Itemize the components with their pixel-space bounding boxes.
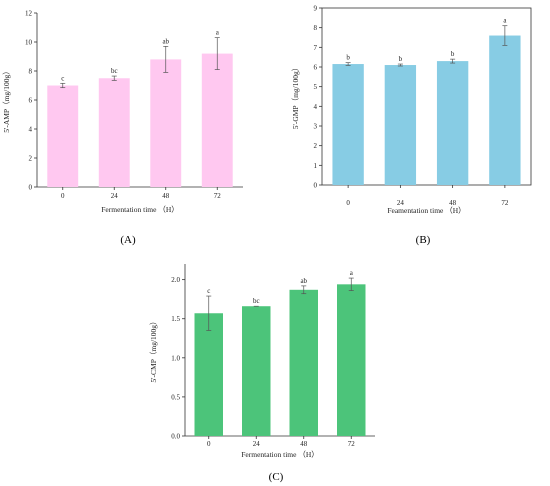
- x-axis-label: Fermentation time （H）: [241, 450, 319, 459]
- y-tick-label: 0: [314, 182, 318, 190]
- x-axis-label: Feamentation time （H）: [387, 206, 465, 215]
- bar: [47, 85, 79, 187]
- y-tick-label: 2.0: [171, 276, 180, 284]
- y-tick-label: 10: [25, 39, 33, 47]
- bar: [384, 65, 417, 185]
- x-tick-label: 48: [300, 440, 308, 448]
- y-tick-label: 1.0: [171, 354, 180, 362]
- significance-letter: b: [399, 55, 403, 63]
- x-tick-label: 0: [346, 199, 350, 207]
- y-axis-label: 5'-GMP（mg/100g）: [291, 64, 300, 130]
- y-tick-label: 1: [314, 162, 318, 170]
- bar: [242, 306, 271, 436]
- x-axis-label: Fermentation time （H）: [101, 205, 179, 214]
- y-tick-label: 4: [314, 103, 318, 111]
- y-tick-label: 7: [314, 44, 318, 52]
- bar: [436, 61, 469, 185]
- significance-letter: bc: [253, 297, 260, 305]
- y-tick-label: 6: [314, 64, 318, 72]
- y-axis-label: 5'-CMP（mg/100g）: [149, 317, 158, 382]
- y-tick-label: 8: [314, 24, 318, 32]
- panel-c-label: (C): [269, 471, 284, 483]
- bar: [289, 289, 318, 436]
- significance-letter: ab: [162, 37, 169, 45]
- panel-b-chart: 0 1 2 3 4 5 6 7 8 9 b 0 b 24 b 48 a 72 Feamentation time （…: [291, 5, 532, 215]
- panel-b-label: (B): [416, 234, 431, 246]
- y-tick-label: 1.5: [171, 315, 180, 323]
- panel-c-chart: 0.0 0.5 1.0 1.5 2.0 c 0 bc 24 ab 48 a 72 Fermentation…: [149, 264, 375, 459]
- bar: [332, 64, 364, 185]
- y-tick-label: 0.5: [171, 393, 180, 401]
- y-tick-label: 9: [314, 5, 318, 13]
- plot-frame: [321, 7, 532, 186]
- significance-letter: b: [451, 50, 455, 58]
- x-tick-label: 72: [501, 199, 509, 207]
- y-tick-label: 0.0: [171, 433, 180, 441]
- y-tick-label: 12: [25, 10, 33, 18]
- x-tick-label: 48: [162, 192, 170, 200]
- significance-letter: a: [503, 17, 507, 25]
- significance-letter: c: [207, 287, 210, 295]
- y-axis-label: 5'-AMP（mg/100g）: [2, 67, 11, 133]
- significance-letter: a: [216, 29, 220, 37]
- significance-letter: c: [61, 74, 64, 82]
- panel-a-label: (A): [120, 234, 136, 246]
- x-tick-label: 72: [214, 192, 222, 200]
- x-tick-label: 0: [61, 192, 65, 200]
- y-tick-label: 5: [314, 83, 318, 91]
- significance-letter: bc: [111, 67, 118, 75]
- bar: [150, 59, 182, 187]
- y-tick-label: 6: [29, 97, 33, 105]
- significance-letter: ab: [300, 277, 307, 285]
- y-tick-label: 2: [29, 155, 33, 163]
- bar: [489, 35, 521, 186]
- bar: [337, 284, 366, 436]
- y-tick-label: 4: [29, 126, 33, 134]
- x-tick-label: 24: [253, 440, 261, 448]
- y-tick-label: 0: [29, 184, 33, 192]
- x-tick-label: 48: [449, 199, 457, 207]
- x-tick-label: 0: [207, 440, 211, 448]
- y-tick-label: 2: [314, 142, 318, 150]
- x-tick-label: 72: [348, 440, 356, 448]
- significance-letter: b: [346, 54, 350, 62]
- bar: [201, 53, 233, 187]
- bar: [98, 78, 130, 187]
- bar: [194, 313, 223, 436]
- x-tick-label: 24: [397, 199, 405, 207]
- significance-letter: a: [350, 269, 354, 277]
- y-tick-label: 3: [314, 123, 318, 131]
- x-tick-label: 24: [111, 192, 119, 200]
- y-tick-label: 8: [29, 68, 33, 76]
